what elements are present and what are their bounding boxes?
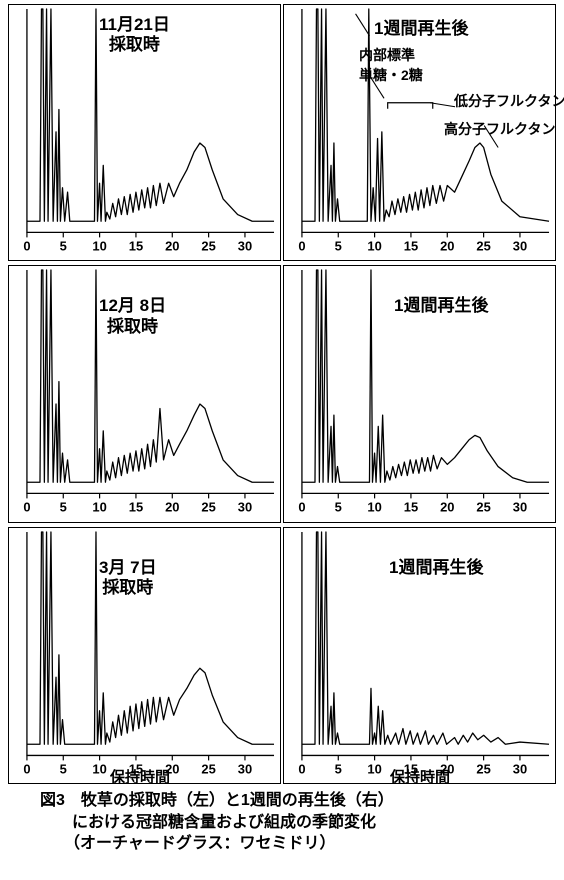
chromatogram-panel-p12: 内部標準単糖・2糖低分子フルクタン高分子フルクタン0510152025301週間…	[283, 4, 556, 261]
chromatogram-panel-p22: 0 5 10 15 20 25 30 1週間再生後	[283, 265, 556, 522]
svg-text:10: 10	[92, 761, 106, 776]
caption-line1: 図3 牧草の採取時（左）と1週間の再生後（右）	[40, 792, 394, 809]
caption-line3: （オーチャードグラス：ワセミドリ）	[40, 835, 336, 852]
panel-title: 3月 7日 採取時	[99, 558, 157, 599]
panel-title: 1週間再生後	[394, 296, 488, 316]
svg-text:15: 15	[404, 500, 418, 515]
panel-title: 1週間再生後	[389, 558, 483, 578]
svg-text:30: 30	[238, 500, 252, 515]
svg-text:0: 0	[23, 500, 30, 515]
svg-text:10: 10	[92, 238, 106, 253]
svg-text:15: 15	[129, 500, 143, 515]
svg-text:25: 25	[476, 761, 490, 776]
svg-text:15: 15	[129, 238, 143, 253]
svg-text:25: 25	[476, 238, 490, 253]
svg-text:20: 20	[440, 500, 454, 515]
svg-text:0: 0	[23, 761, 30, 776]
svg-text:0: 0	[298, 500, 305, 515]
panel-grid: 05101520253011月21日 採取時内部標準単糖・2糖低分子フルクタン高…	[8, 4, 556, 784]
svg-text:10: 10	[367, 761, 381, 776]
svg-text:5: 5	[60, 238, 67, 253]
svg-text:5: 5	[60, 761, 67, 776]
panel-title: 11月21日 採取時	[99, 15, 170, 56]
x-axis-label-right: 保持時間	[390, 766, 450, 787]
svg-text:25: 25	[201, 761, 215, 776]
svg-text:0: 0	[23, 238, 30, 253]
chromatogram-svg: 0 5 10 15 20 25 30	[284, 5, 555, 260]
svg-text:20: 20	[440, 238, 454, 253]
svg-text:30: 30	[238, 761, 252, 776]
x-axis-label-left: 保持時間	[110, 766, 170, 787]
svg-text:30: 30	[238, 238, 252, 253]
svg-text:15: 15	[404, 238, 418, 253]
svg-text:10: 10	[92, 500, 106, 515]
chromatogram-panel-p11: 0 5 10 15 20 25 30 11月21日 採取時	[8, 4, 281, 261]
svg-text:5: 5	[60, 500, 67, 515]
chromatogram-panel-p31: 0510152025303月 7日 採取時	[8, 527, 281, 784]
panel-title: 1週間再生後	[374, 19, 468, 39]
chromatogram-panel-p21: 0 5 10 15 20 25 30 12月 8日 採取時	[8, 265, 281, 522]
svg-text:10: 10	[367, 238, 381, 253]
svg-text:0: 0	[298, 238, 305, 253]
svg-text:5: 5	[335, 761, 342, 776]
svg-text:10: 10	[367, 500, 381, 515]
svg-text:25: 25	[476, 500, 490, 515]
caption-line2: における冠部糖含量および組成の季節変化	[40, 814, 376, 831]
svg-text:20: 20	[165, 500, 179, 515]
panel-title: 12月 8日 採取時	[99, 296, 166, 337]
svg-text:0: 0	[298, 761, 305, 776]
svg-text:30: 30	[513, 761, 527, 776]
svg-text:25: 25	[201, 500, 215, 515]
figure-container: 05101520253011月21日 採取時内部標準単糖・2糖低分子フルクタン高…	[0, 0, 564, 880]
figure-caption: 図3 牧草の採取時（左）と1週間の再生後（右） における冠部糖含量および組成の季…	[40, 790, 540, 855]
chromatogram-panel-p32: 0510152025301週間再生後	[283, 527, 556, 784]
svg-text:5: 5	[335, 500, 342, 515]
svg-text:5: 5	[335, 238, 342, 253]
svg-text:30: 30	[513, 500, 527, 515]
svg-text:20: 20	[165, 238, 179, 253]
svg-text:25: 25	[201, 238, 215, 253]
svg-text:30: 30	[513, 238, 527, 253]
